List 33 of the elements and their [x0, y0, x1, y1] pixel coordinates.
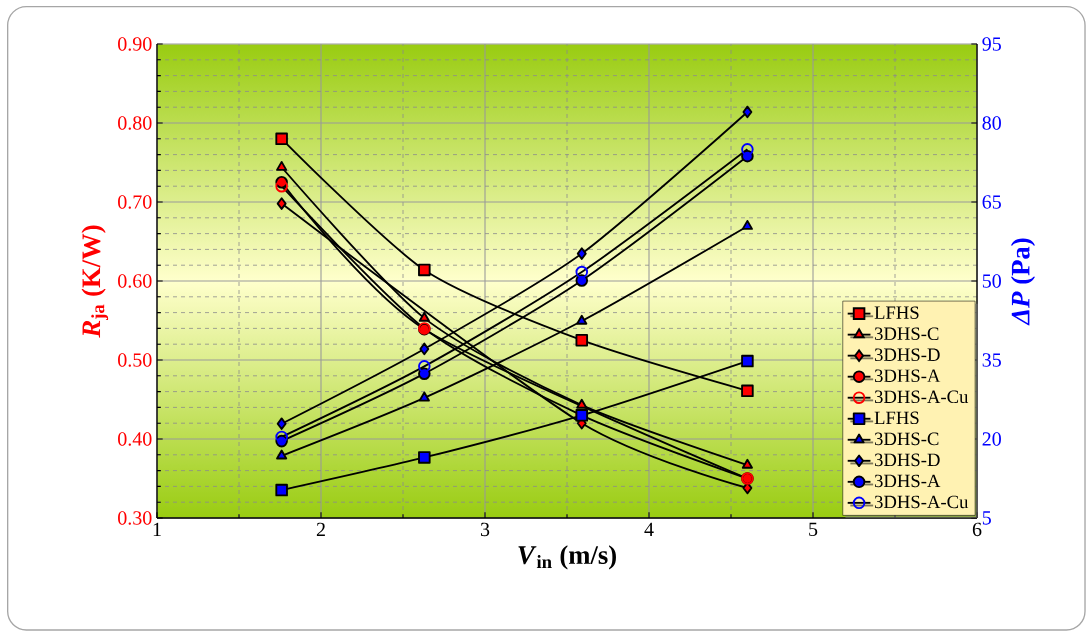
legend-label: 3DHS-C	[874, 432, 939, 446]
x-axis-title: V$_{in}$ (m/s)	[518, 545, 616, 570]
x-tick-label: 1	[153, 522, 161, 536]
y-tick-label: 0.30	[118, 511, 152, 525]
legend-label: 3DHS-D	[874, 453, 940, 467]
y-tick-label: 0.80	[118, 116, 152, 130]
y2-tick-label: 65	[982, 195, 1001, 209]
y-tick-label: 0.40	[118, 432, 152, 446]
y2-tick-label: 5	[982, 511, 991, 525]
y2-tick-label: 95	[982, 37, 1001, 51]
legend-label: LFHS	[874, 411, 919, 425]
legend-label: 3DHS-A-Cu	[874, 495, 969, 509]
x-tick-label: 2	[316, 522, 325, 536]
x-tick-label: 6	[972, 522, 982, 537]
legend-label: 3DHS-A	[874, 474, 941, 488]
y2-tick-label: 50	[982, 274, 1001, 288]
legend-label: 3DHS-C	[874, 327, 939, 341]
legend-label: 3DHS-A-Cu	[874, 390, 969, 404]
y2-tick-label: 80	[982, 116, 1001, 130]
legend-label: 3DHS-D	[874, 348, 940, 362]
x-tick-label: 3	[480, 522, 490, 537]
y-tick-label: 0.60	[118, 274, 152, 288]
x-tick-label: 5	[809, 522, 818, 536]
y2-tick-label: 20	[982, 432, 1001, 446]
legend-label: 3DHS-A	[874, 369, 941, 383]
y-tick-label: 0.50	[118, 353, 152, 367]
y-tick-label: 0.70	[118, 195, 152, 209]
y2-axis-title: ΔP (Pa)	[1010, 238, 1036, 326]
legend-label: LFHS	[874, 306, 919, 319]
x-tick-label: 4	[644, 522, 654, 536]
y-tick-label: 0.90	[118, 37, 152, 51]
y-axis-title: R$_{ja}$ (K/W)	[81, 225, 109, 338]
y2-tick-label: 35	[982, 353, 1001, 367]
